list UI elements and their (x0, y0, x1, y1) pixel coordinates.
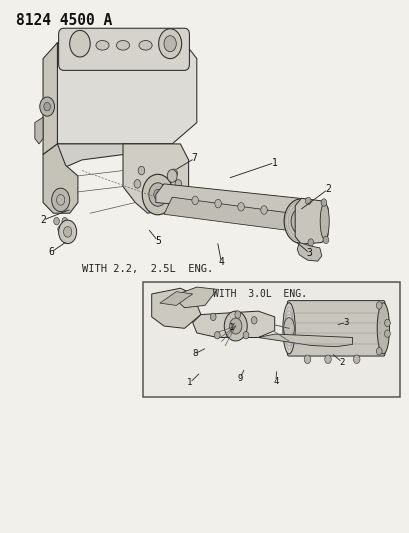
Circle shape (52, 188, 70, 212)
Circle shape (307, 239, 313, 246)
Text: 8124 4500 A: 8124 4500 A (16, 13, 112, 28)
Circle shape (148, 183, 166, 206)
Circle shape (175, 180, 181, 188)
Circle shape (44, 102, 50, 111)
FancyBboxPatch shape (143, 282, 399, 397)
Text: 6: 6 (48, 247, 54, 257)
Circle shape (384, 330, 389, 337)
Text: 9: 9 (236, 374, 242, 383)
Circle shape (224, 311, 247, 341)
Text: 2: 2 (339, 358, 344, 367)
Ellipse shape (96, 41, 109, 50)
Text: 1: 1 (187, 378, 192, 387)
Circle shape (375, 348, 381, 355)
Circle shape (54, 217, 59, 225)
Text: 3: 3 (306, 248, 312, 258)
Ellipse shape (139, 41, 152, 50)
Text: 3: 3 (343, 318, 348, 327)
Circle shape (324, 355, 330, 364)
Circle shape (305, 197, 310, 205)
Circle shape (237, 203, 244, 211)
Circle shape (62, 217, 67, 225)
Polygon shape (57, 144, 180, 192)
Circle shape (134, 180, 140, 188)
Circle shape (164, 36, 176, 52)
Polygon shape (57, 43, 196, 144)
Circle shape (58, 220, 76, 244)
Circle shape (153, 189, 162, 200)
Circle shape (353, 355, 359, 364)
Circle shape (384, 319, 389, 327)
Circle shape (191, 196, 198, 205)
Circle shape (283, 199, 318, 244)
Polygon shape (164, 197, 299, 230)
Ellipse shape (283, 318, 294, 339)
Text: WITH  3.0L  ENG.: WITH 3.0L ENG. (213, 289, 307, 299)
Circle shape (167, 169, 177, 182)
Circle shape (40, 97, 54, 116)
Circle shape (322, 236, 328, 244)
Polygon shape (258, 334, 352, 346)
Polygon shape (155, 184, 303, 214)
Circle shape (70, 30, 90, 57)
FancyBboxPatch shape (58, 28, 189, 70)
Polygon shape (35, 117, 43, 144)
Circle shape (303, 355, 310, 364)
Circle shape (251, 317, 256, 324)
Circle shape (171, 169, 177, 177)
Ellipse shape (116, 41, 129, 50)
Polygon shape (151, 288, 200, 328)
Ellipse shape (282, 303, 294, 354)
Text: 1: 1 (228, 324, 234, 332)
Circle shape (320, 199, 326, 206)
Circle shape (214, 332, 220, 339)
Polygon shape (43, 43, 57, 155)
Circle shape (158, 29, 181, 59)
Text: 1: 1 (271, 158, 277, 167)
Circle shape (63, 227, 72, 237)
Circle shape (214, 199, 221, 208)
Text: 5: 5 (155, 236, 160, 246)
Circle shape (260, 206, 267, 214)
Text: 4: 4 (218, 257, 224, 267)
Circle shape (210, 313, 216, 321)
Polygon shape (192, 311, 274, 337)
Text: 7: 7 (191, 154, 197, 163)
Text: WITH 2.2,  2.5L  ENG.: WITH 2.2, 2.5L ENG. (82, 264, 213, 274)
Circle shape (229, 318, 241, 334)
Text: 4: 4 (272, 377, 278, 385)
Text: 2: 2 (324, 184, 330, 194)
Circle shape (290, 208, 311, 235)
Polygon shape (172, 287, 217, 308)
Polygon shape (123, 144, 188, 213)
Polygon shape (160, 292, 192, 305)
Circle shape (243, 332, 248, 339)
Circle shape (142, 174, 173, 215)
Ellipse shape (376, 303, 389, 354)
Ellipse shape (319, 203, 328, 239)
Circle shape (375, 302, 381, 309)
FancyBboxPatch shape (287, 301, 384, 356)
Circle shape (234, 311, 240, 318)
Polygon shape (294, 198, 327, 244)
Circle shape (138, 166, 144, 175)
Circle shape (297, 216, 305, 227)
Polygon shape (297, 243, 321, 261)
Circle shape (58, 225, 63, 233)
Text: 8: 8 (191, 350, 197, 358)
Text: 2: 2 (40, 215, 46, 225)
Polygon shape (43, 144, 78, 213)
